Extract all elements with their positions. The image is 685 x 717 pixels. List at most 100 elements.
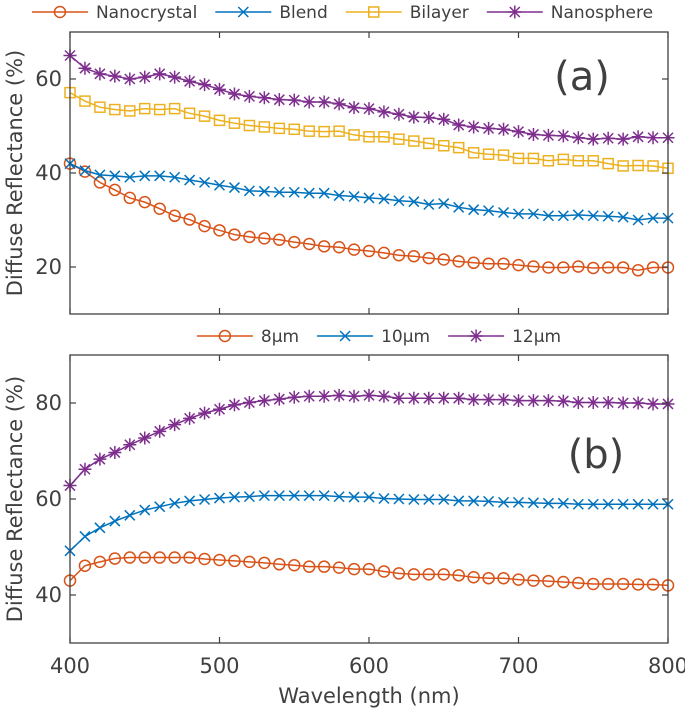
data-point	[378, 193, 390, 205]
data-point	[646, 261, 660, 274]
data-point	[572, 155, 585, 167]
data-point	[647, 212, 659, 224]
data-point	[467, 120, 481, 134]
data-point	[303, 187, 315, 199]
data-point	[272, 392, 286, 406]
data-point	[526, 127, 540, 141]
data-point	[288, 235, 301, 249]
data-point	[109, 170, 121, 182]
x-tick-label: 400	[50, 654, 90, 678]
data-point	[482, 393, 496, 407]
legend: 8μm 10μm 12μm	[196, 327, 561, 347]
data-point	[587, 155, 599, 167]
data-point	[243, 185, 255, 197]
data-point	[392, 567, 406, 580]
data-point	[213, 82, 226, 96]
data-point	[512, 208, 525, 220]
data-point	[438, 139, 450, 152]
legend-item-8μm: 8μm	[196, 327, 299, 347]
data-point	[631, 396, 645, 410]
data-point	[273, 233, 286, 246]
data-point	[452, 391, 466, 405]
series-nanocrystal	[63, 157, 675, 277]
data-point	[333, 190, 345, 202]
data-point	[138, 431, 152, 445]
data-point	[332, 388, 346, 402]
data-point	[542, 210, 554, 222]
data-point	[631, 264, 645, 277]
data-point	[378, 131, 390, 143]
data-point	[557, 575, 570, 589]
data-point	[437, 391, 451, 405]
data-point	[213, 224, 226, 237]
data-point	[243, 230, 256, 244]
legend-item-10μm: 10μm	[317, 327, 430, 347]
data-point	[79, 95, 91, 107]
data-point	[467, 147, 480, 159]
data-point	[138, 551, 151, 564]
data-point	[527, 208, 539, 220]
data-point	[482, 257, 495, 270]
data-point	[94, 522, 106, 534]
data-point	[632, 159, 644, 172]
series-blend	[64, 158, 674, 226]
data-point	[632, 498, 644, 510]
data-point	[453, 201, 465, 213]
y-tick-label: 60	[35, 67, 62, 91]
data-point	[572, 260, 585, 273]
data-point	[632, 214, 644, 226]
data-point	[647, 498, 659, 510]
data-point	[571, 396, 585, 410]
data-point	[557, 261, 570, 274]
data-point	[572, 209, 584, 221]
data-point	[602, 157, 614, 170]
data-point	[93, 176, 107, 189]
data-point	[228, 491, 240, 503]
data-point	[184, 174, 196, 186]
data-point	[408, 196, 420, 208]
data-point	[616, 132, 630, 146]
data-point	[393, 195, 405, 207]
data-point	[183, 107, 196, 120]
data-point	[93, 67, 107, 81]
data-point	[168, 418, 182, 432]
data-point	[348, 190, 360, 203]
data-point	[139, 102, 151, 115]
data-point	[348, 129, 360, 141]
panel-b: 400 500 600 700 800 40 60 80 Diffuse Reflectance…	[3, 327, 685, 708]
data-point	[124, 105, 136, 117]
data-point	[153, 67, 167, 81]
data-point	[393, 133, 405, 145]
data-point	[198, 406, 212, 420]
data-point	[437, 568, 450, 581]
legend: Nanocrystal Blend Bilayer Nanosphere	[31, 3, 653, 23]
data-point	[257, 91, 271, 105]
data-point	[557, 210, 569, 222]
legend-item-nanosphere: Nanosphere	[486, 3, 653, 23]
data-point	[109, 103, 121, 116]
data-point	[362, 102, 376, 116]
data-point	[198, 219, 211, 233]
y-tick-label: 80	[35, 391, 62, 415]
y-tick-label: 40	[35, 161, 62, 185]
data-point	[257, 394, 271, 408]
data-point	[438, 198, 450, 210]
data-point	[467, 256, 480, 270]
data-point	[512, 258, 525, 272]
data-point	[646, 397, 660, 411]
data-point	[631, 130, 645, 144]
series-10μm	[64, 490, 674, 557]
data-point	[183, 213, 196, 226]
panel-label: (a)	[554, 54, 610, 100]
legend-label: Nanocrystal	[96, 3, 197, 23]
data-point	[572, 498, 584, 510]
data-point	[138, 70, 152, 84]
data-point	[422, 391, 436, 405]
data-point	[213, 402, 226, 416]
data-point	[482, 148, 495, 160]
data-point	[601, 396, 615, 410]
data-point	[437, 112, 451, 126]
data-point	[228, 117, 241, 129]
data-point	[363, 491, 375, 503]
series-line	[69, 556, 669, 587]
